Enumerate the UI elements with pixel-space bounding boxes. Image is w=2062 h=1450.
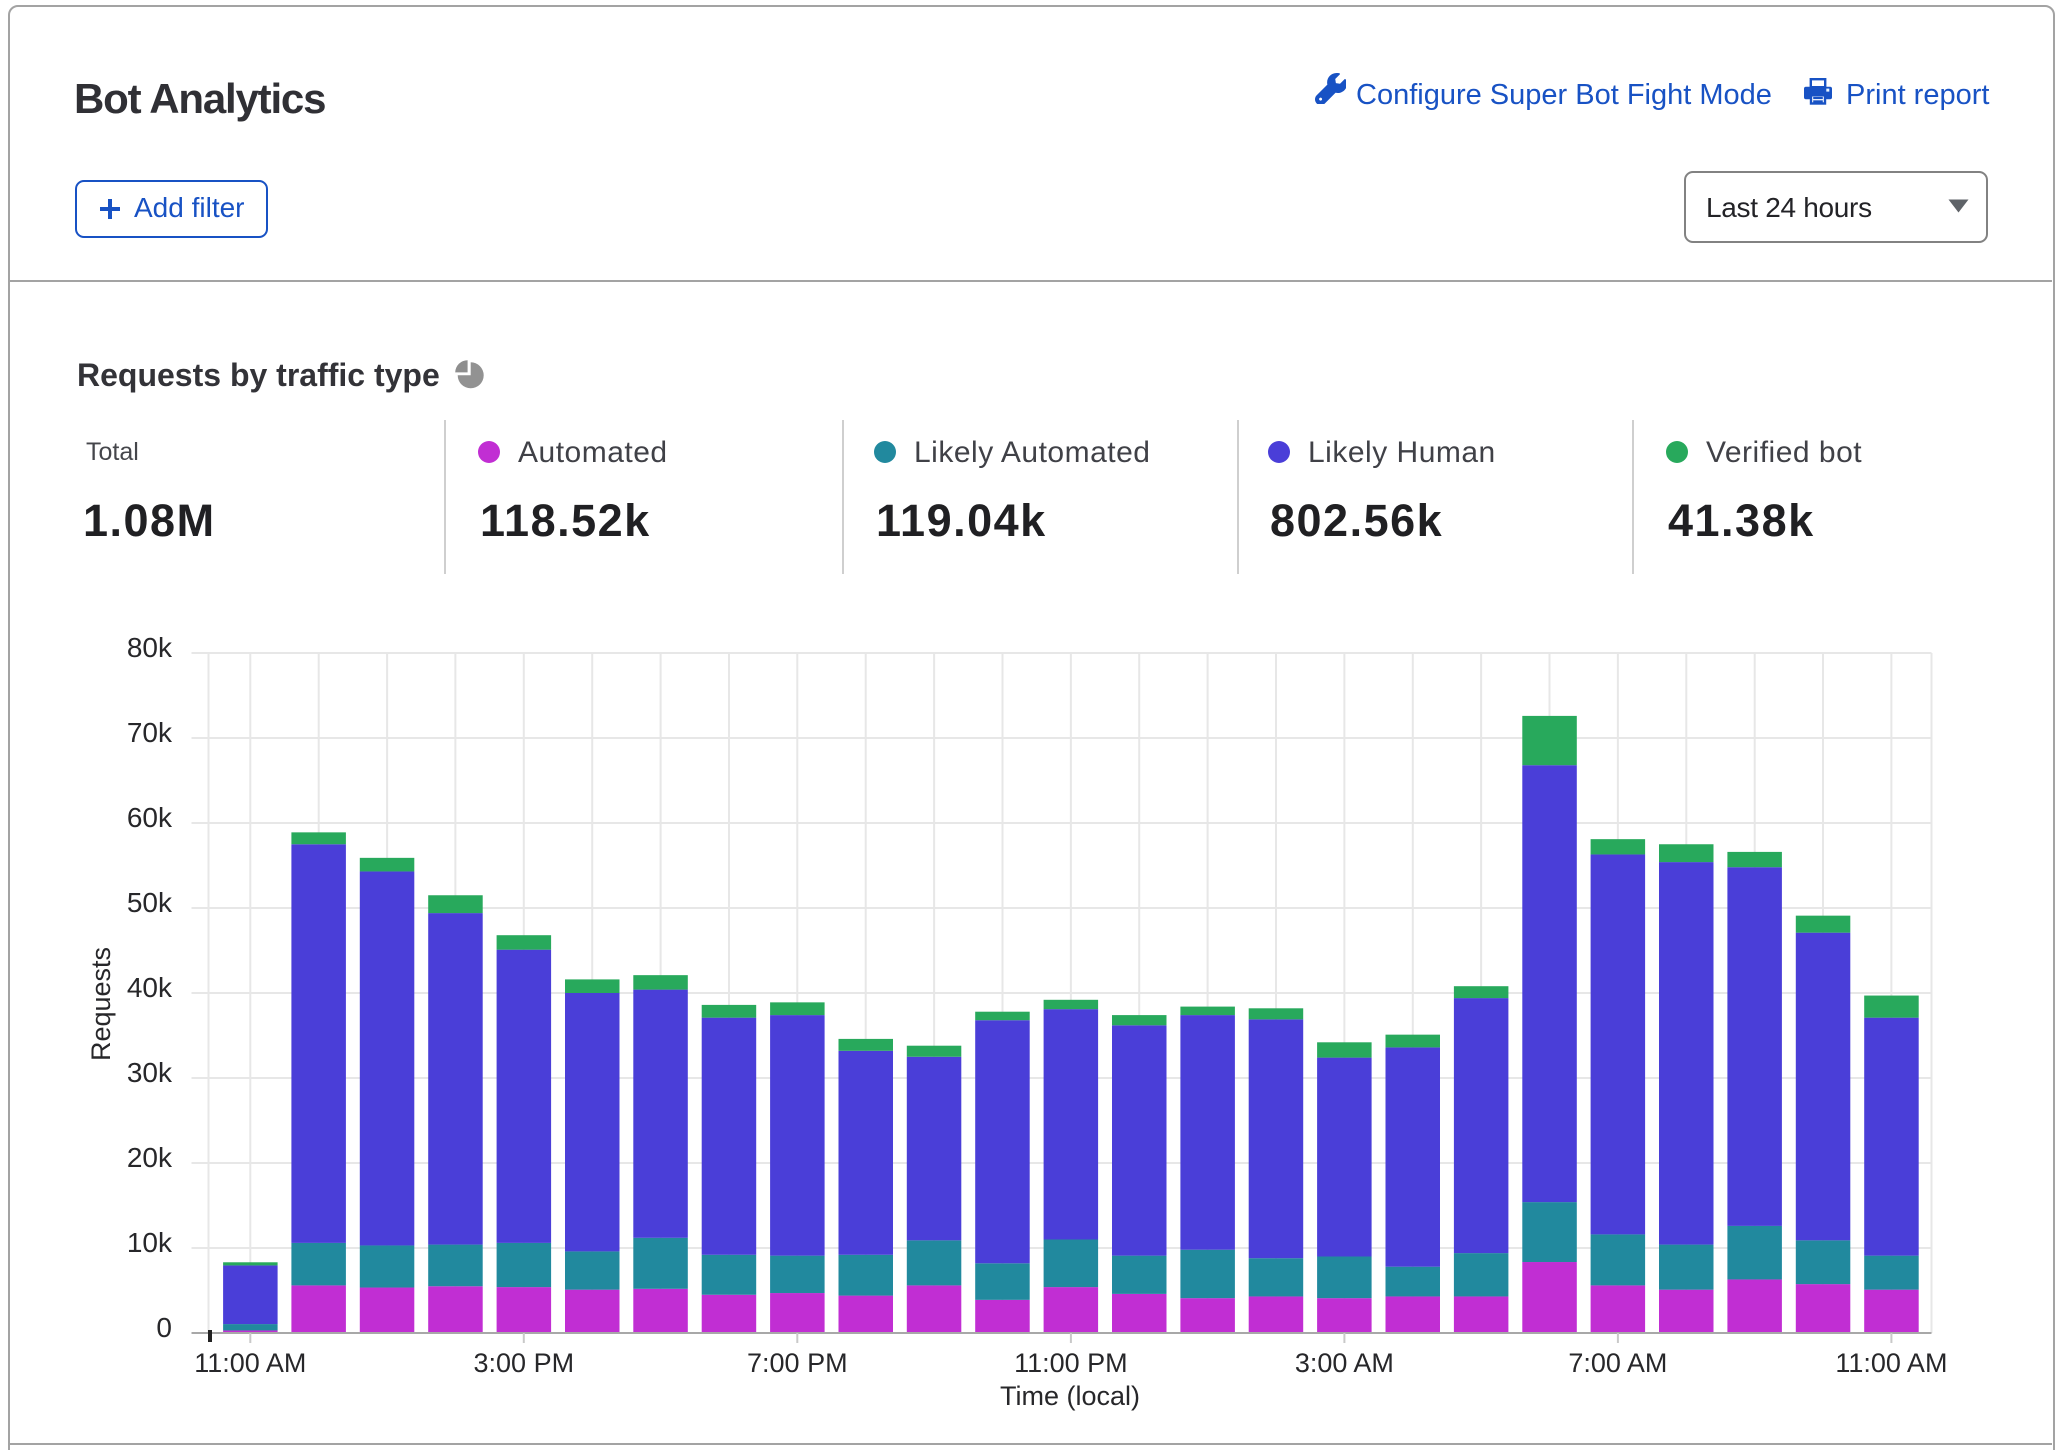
svg-text:3:00 PM: 3:00 PM	[474, 1348, 575, 1378]
svg-text:0: 0	[156, 1312, 172, 1343]
svg-text:11:00 AM: 11:00 AM	[1835, 1348, 1947, 1378]
svg-text:7:00 PM: 7:00 PM	[747, 1348, 848, 1378]
svg-text:70k: 70k	[127, 717, 173, 748]
svg-text:7:00 AM: 7:00 AM	[1568, 1348, 1667, 1378]
svg-text:40k: 40k	[127, 972, 173, 1003]
svg-text:Requests: Requests	[86, 947, 116, 1061]
svg-text:Time (local): Time (local)	[1000, 1381, 1140, 1411]
svg-text:50k: 50k	[127, 887, 173, 918]
svg-text:11:00 AM: 11:00 AM	[194, 1348, 306, 1378]
svg-text:80k: 80k	[127, 632, 173, 663]
svg-text:30k: 30k	[127, 1057, 173, 1088]
svg-text:20k: 20k	[127, 1142, 173, 1173]
svg-text:10k: 10k	[127, 1227, 173, 1258]
svg-text:3:00 AM: 3:00 AM	[1295, 1348, 1394, 1378]
svg-text:11:00 PM: 11:00 PM	[1014, 1348, 1128, 1378]
svg-text:60k: 60k	[127, 802, 173, 833]
